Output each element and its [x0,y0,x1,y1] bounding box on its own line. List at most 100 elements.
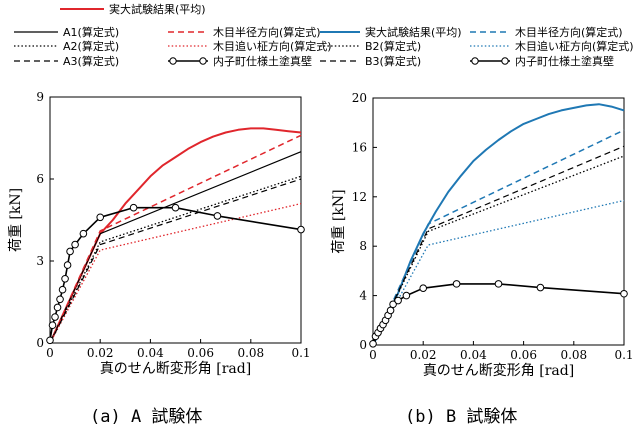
series-line [49,206,302,341]
data-point [56,295,64,304]
legend-item: 木目半径方向(算定式) [168,25,321,39]
x-tick-label: 0.02 [410,348,437,362]
chart-b: 0 0.02 0.04 0.06 0.08 0.1 0 4 8 12 16 20 真のせん断変形角 [r… [331,91,634,379]
plot-frame [49,96,302,344]
legend-label: 内子町仕様土塗真壁 [213,54,312,68]
legend-label: 木目追い柾方向(算定式) [213,39,332,53]
data-point [494,280,503,288]
data-point [171,203,180,212]
legend-label: B3(算定式) [365,54,421,68]
data-point [389,300,397,309]
data-point [53,303,62,312]
data-point [297,225,305,234]
series-line [49,178,302,344]
series-line [49,202,302,344]
legend-marker [199,57,207,65]
data-point [369,339,377,348]
data-point [620,289,628,298]
legend-item: A3(算定式) [14,54,119,68]
legend-label: 内子町仕様土塗真壁 [515,54,614,68]
legend-marker [501,57,509,65]
series-line [49,175,302,344]
y-tick-label: 3 [36,254,44,268]
data-point [536,283,545,292]
caption-b: (b) B 試験体 [405,407,518,427]
legend-label: 木目追い柾方向(算定式) [515,39,634,53]
series-line [49,151,302,344]
data-point [386,306,395,315]
data-point [419,284,428,292]
x-tick-label: 0.1 [291,346,310,360]
legend-label: A3(算定式) [63,54,119,68]
legend-item: 実大試験結果(平均) [320,25,462,39]
data-point [46,336,54,345]
y-tick-label: 9 [36,90,44,104]
x-tick-label: 0 [46,346,54,360]
series-line [372,199,625,346]
x-tick-label: 0.06 [510,348,537,362]
legend-label: A2(算定式) [63,39,119,53]
x-tick-label: 0.04 [460,348,487,362]
legend-a: 実大試験結果(平均) A1(算定式) 木目半径方向(算定式) A2(算定式) 木目追い柾… [14,2,332,68]
legend-label: 実大試験結果(平均) [365,25,462,39]
legend-item: B2(算定式) [320,39,421,53]
legend-item: 木目追い柾方向(算定式) [470,39,634,53]
y-tick-label: 4 [359,289,367,303]
legend-marker [471,57,479,65]
series-line [49,127,302,344]
data-point [452,280,461,288]
y-tick-label: 8 [359,239,367,253]
y-tick-label: 12 [352,190,367,204]
legend-item: A1(算定式) [14,25,119,39]
data-point [63,261,72,269]
y-tick-label: 16 [352,140,367,154]
legend-item: 内子町仕様土塗真壁 [168,54,312,68]
y-tick-label: 0 [36,336,44,350]
data-point [61,274,69,283]
series-line [372,283,625,345]
y-axis-label: 荷重 [kN] [8,188,24,252]
series-line [372,155,625,346]
chart-a: 0 0.02 0.04 0.06 0.08 0.1 0 3 6 9 真のせん断変形角 [rad] 荷重… [8,90,311,377]
data-point [58,285,67,294]
legend-label: B2(算定式) [365,39,421,53]
data-point [79,229,88,238]
x-tick-label: 0.08 [560,348,587,362]
data-point [51,313,59,321]
legend-label: 木目半径方向(算定式) [213,25,321,39]
data-point [66,247,74,256]
x-tick-label: 0.04 [137,346,164,360]
data-point [402,291,411,300]
data-point [48,321,57,330]
data-point [213,212,222,220]
data-point [71,240,79,249]
x-tick-label: 0.1 [614,348,633,362]
data-point [96,213,104,222]
x-tick-label: 0.08 [237,346,264,360]
series-line [49,134,302,344]
x-axis-label: 真のせん断変形角 [rad] [423,362,574,379]
legend-b: 実大試験結果(平均) 木目半径方向(算定式) B2(算定式) 木目追い柾方向(算定式)… [320,25,634,68]
legend-item: 内子町仕様土塗真壁 [470,54,614,68]
y-tick-label: 0 [359,338,367,352]
legend-item: 木目半径方向(算定式) [470,25,623,39]
legend-label: A1(算定式) [63,25,119,39]
x-tick-label: 0 [369,348,377,362]
y-axis-label: 荷重 [kN] [331,189,347,253]
legend-item: 実大試験結果(平均) [60,2,206,16]
data-point [129,203,138,212]
x-axis-label: 真のせん断変形角 [rad] [100,360,251,377]
y-tick-label: 6 [36,172,44,186]
legend-marker [169,57,177,65]
legend-item: B3(算定式) [320,54,421,68]
plot-frame [372,97,625,346]
legend-item: A2(算定式) [14,39,119,53]
series-line [372,103,625,346]
caption-a: (a) A 試験体 [90,407,203,427]
data-point [394,296,402,305]
legend-label: 木目半径方向(算定式) [515,25,623,39]
legend-label: 実大試験結果(平均) [109,2,206,16]
series-line [372,145,625,346]
x-tick-label: 0.06 [187,346,214,360]
